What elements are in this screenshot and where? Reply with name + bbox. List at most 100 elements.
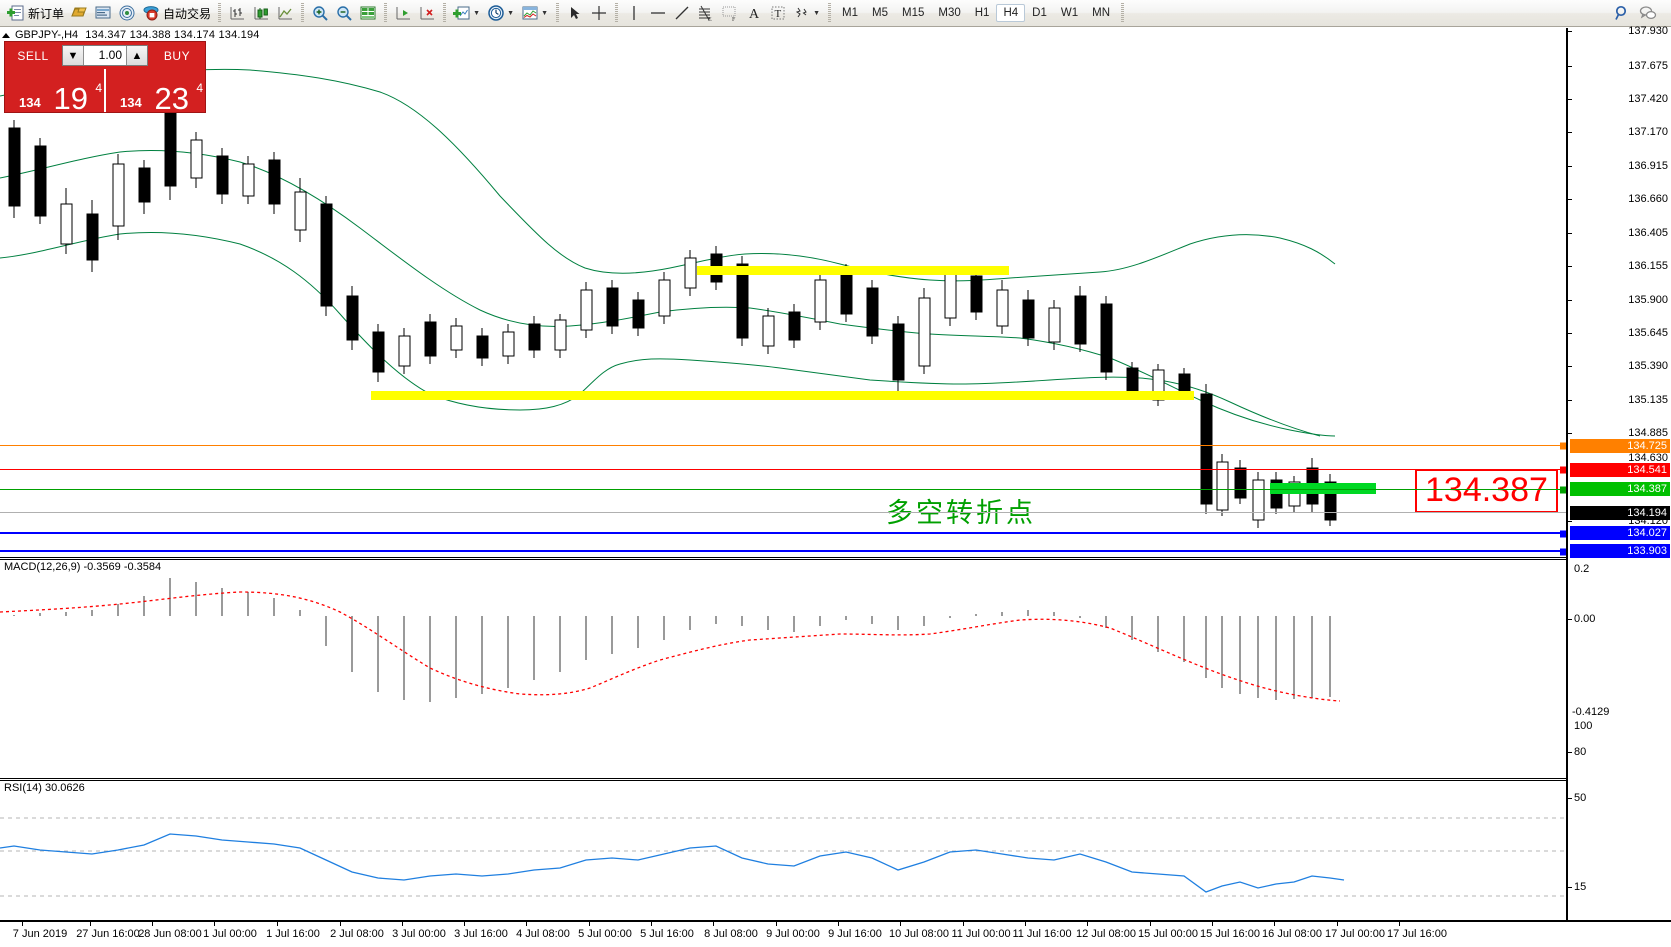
time-tick-label: 9 Jul 00:00 [766,928,820,940]
candlestick-chart-icon [252,4,270,22]
collapse-triangle-icon[interactable] [2,32,10,38]
price-tick-label: 134.885 [1628,427,1668,439]
tile-windows-button[interactable] [356,1,380,25]
volume-stepper[interactable]: ▼ 1.00 ▲ [62,45,148,66]
timeframe-h1[interactable]: H1 [974,7,990,19]
volume-increase-button[interactable]: ▲ [126,46,147,65]
axis-tick [1337,922,1338,926]
axis-tick [526,922,527,926]
text-label-icon: T [769,4,787,22]
level-badge-134725[interactable]: 134.725 [1570,439,1670,453]
line-chart-button[interactable] [273,1,297,25]
chart-shift-button[interactable] [391,1,415,25]
level-handle[interactable] [1560,530,1566,538]
vertical-line-button[interactable] [622,1,646,25]
level-handle[interactable] [1560,486,1566,494]
crosshair-tool-button[interactable] [587,1,611,25]
market-watch-button[interactable] [115,1,139,25]
indicators-button[interactable]: ▼ [518,1,552,25]
buy-button[interactable]: BUY [163,48,191,63]
axis-tick [1150,922,1151,926]
bollinger-middle-band [0,149,1336,437]
search-icon[interactable] [1613,4,1631,22]
bollinger-lower-band [0,231,1321,437]
level-badge-134027[interactable]: 134.027 [1570,526,1670,540]
trendline-button[interactable] [670,1,694,25]
equidistant-channel-button[interactable]: F [718,1,742,25]
objects-list-button[interactable]: ▼ [790,1,824,25]
level-line-134387[interactable] [0,486,1566,494]
sell-price[interactable]: 134 19 4 [5,69,104,114]
rsi-tick-label: 50 [1574,792,1587,804]
axis-tick [1274,922,1275,926]
text-tool-button[interactable]: A [742,1,766,25]
macd-tick-label: 0.00 [1574,613,1596,625]
level-badge-134541[interactable]: 134.541 [1570,463,1670,477]
toolbar-separator [1121,3,1124,23]
fibonacci-button[interactable]: E [694,1,718,25]
timeframe-m1[interactable]: M1 [842,7,859,19]
macd-tick-label: -0.4129 [1572,706,1610,718]
timeframe-w1[interactable]: W1 [1060,7,1079,19]
level-badge-133903[interactable]: 133.903 [1570,544,1670,558]
volume-input[interactable]: 1.00 [84,46,126,65]
level-line-133903[interactable] [0,548,1566,556]
candlestick-chart-button[interactable] [249,1,273,25]
chart-window[interactable]: 多空转折点 134.387 MACD(12,26,9) [0,25,1671,947]
horizontal-line-button[interactable] [646,1,670,25]
buy-price[interactable]: 134 23 4 [104,69,205,114]
axis-tick [1568,333,1572,334]
buy-price-big-figure: 134 [120,95,142,110]
level-line-134725[interactable] [0,442,1566,450]
zoom-in-button[interactable] [308,1,332,25]
time-tick-label: 5 Jul 00:00 [578,928,632,940]
timeframe-h4[interactable]: H4 [996,4,1026,22]
chat-icon[interactable] [1639,4,1657,22]
autotrading-button[interactable]: 自动交易 [139,1,214,25]
axis-tick [152,922,153,926]
cursor-tool-button[interactable] [563,1,587,25]
toolbar-separator [301,3,305,23]
level-badge-134194-bid[interactable]: 134.194 [1570,506,1670,520]
price-axis[interactable]: 137.930 137.675 137.420 137.170 136.915 … [1566,25,1671,920]
level-handle[interactable] [1560,442,1566,450]
chevron-down-icon[interactable]: ▼ [541,9,548,17]
timeframe-mn[interactable]: MN [1092,7,1110,19]
svg-text:T: T [775,8,782,20]
chart-plot-area[interactable]: 多空转折点 134.387 MACD(12,26,9) [0,28,1566,920]
chevron-down-icon[interactable]: ▼ [507,9,514,17]
price-tick-label: 135.390 [1628,360,1668,372]
volume-decrease-button[interactable]: ▼ [63,46,84,65]
timeframe-m30[interactable]: M30 [938,7,961,19]
timeframe-m5[interactable]: M5 [872,7,888,19]
toolbar-separator [615,3,619,23]
folder-icon [70,4,88,22]
timeframe-m15[interactable]: M15 [902,7,925,19]
level-handle[interactable] [1560,548,1566,556]
period-button[interactable]: ▼ [484,1,518,25]
time-tick-label: 3 Jul 00:00 [392,928,446,940]
price-tick-label: 137.170 [1628,126,1668,138]
chevron-down-icon[interactable]: ▼ [813,9,820,17]
time-axis[interactable]: 7 Jun 2019 27 Jun 16:00 28 Jun 08:00 1 J… [0,920,1671,947]
terminal-button[interactable] [91,1,115,25]
level-line-134541[interactable] [0,466,1566,474]
terminal-icon [94,4,112,22]
one-click-trading-panel[interactable]: SELL ▼ 1.00 ▲ BUY 134 19 4 134 [4,41,206,114]
text-label-button[interactable]: T [766,1,790,25]
bar-chart-button[interactable] [225,1,249,25]
new-order-button[interactable]: 新订单 [4,1,67,25]
level-badge-134387[interactable]: 134.387 [1570,482,1670,496]
chevron-down-icon[interactable]: ▼ [473,9,480,17]
timeframe-d1[interactable]: D1 [1032,7,1047,19]
sell-button[interactable]: SELL [17,48,49,63]
expert-advisors-button[interactable] [67,1,91,25]
new-chart-button[interactable]: ▼ [450,1,484,25]
auto-scroll-button[interactable] [415,1,439,25]
axis-tick [838,922,839,926]
zoom-out-button[interactable] [332,1,356,25]
svg-text:F: F [732,17,736,22]
level-handle[interactable] [1560,466,1566,474]
level-line-134027[interactable] [0,530,1566,538]
bar-chart-icon [228,4,246,22]
